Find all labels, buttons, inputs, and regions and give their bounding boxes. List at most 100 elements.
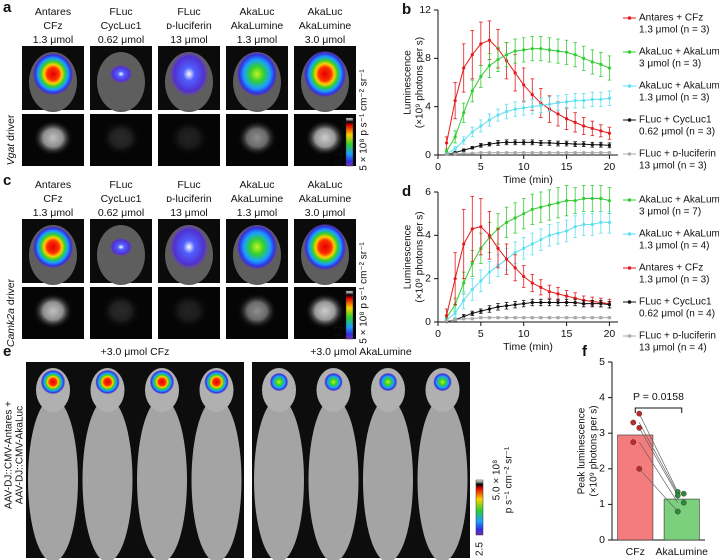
- data-point: [479, 74, 483, 79]
- data-point: [462, 66, 466, 70]
- data-point: [539, 285, 543, 289]
- data-point: [564, 100, 569, 104]
- signal-overlay: [237, 52, 277, 96]
- data-point: [513, 49, 517, 53]
- data-point: [582, 124, 586, 128]
- data-point: [590, 301, 594, 306]
- legend-label: FLuc + CycLuc1: [639, 297, 712, 308]
- data-point: [607, 316, 612, 320]
- panel-label: f: [582, 343, 588, 360]
- data-point: [496, 316, 500, 320]
- data-point: [462, 242, 466, 246]
- data-point: [513, 316, 517, 320]
- data-point: [479, 124, 483, 128]
- signal-overlay: [110, 238, 132, 256]
- data-point: [479, 225, 483, 229]
- data-point: [487, 63, 492, 68]
- data-point: [607, 150, 612, 155]
- signal-overlay: [150, 370, 174, 394]
- y-tick-label: 5: [599, 356, 605, 368]
- colorbar-max-label: 5 × 10⁸ p s⁻¹ cm⁻² sr⁻¹: [359, 242, 370, 344]
- data-point: [564, 199, 569, 203]
- x-axis-label: Time (min): [503, 341, 553, 353]
- x-tick-label: 5: [478, 328, 484, 340]
- data-point: [564, 294, 569, 298]
- data-point: [453, 152, 457, 156]
- data-point: [530, 316, 534, 320]
- colorbar-max-label: 5.0 × 10⁸: [492, 460, 503, 501]
- column-header: AkaLuc: [239, 6, 274, 18]
- signal-gray: [101, 293, 141, 329]
- legend-label: FLuc + ᴅ-luciferin: [639, 331, 716, 342]
- data-point: [453, 135, 457, 139]
- data-point: [462, 111, 466, 115]
- signal-overlay: [379, 373, 397, 391]
- data-point: [530, 47, 534, 51]
- data-point: [607, 66, 612, 70]
- column-header: 3.0 μmol: [305, 34, 345, 46]
- data-point: [573, 120, 577, 124]
- data-point: [496, 246, 500, 250]
- column-header: CFz: [43, 20, 62, 32]
- data-point: [607, 131, 612, 135]
- data-point: [496, 305, 500, 309]
- data-point: [547, 203, 552, 207]
- data-point: [582, 222, 586, 227]
- data-point: [522, 48, 526, 52]
- legend-label: Antares + CFz: [639, 263, 703, 274]
- legend-label: Antares + CFz: [639, 13, 703, 24]
- mouse-body: [363, 398, 413, 560]
- legend-marker: [627, 232, 632, 236]
- data-point: [599, 220, 603, 224]
- y-axis-label: (×10⁹ photons per s): [415, 37, 426, 128]
- x-tick-label: 10: [518, 328, 530, 340]
- data-point: [539, 300, 543, 305]
- column-header: CycLuc1: [101, 20, 142, 32]
- data-point: [590, 316, 594, 320]
- legend-label: AkaLuc + AkaLumine: [639, 229, 719, 240]
- data-point: [513, 251, 517, 255]
- data-point: [590, 97, 594, 102]
- colorbar-max-label: 5 × 10⁸ p s⁻¹ cm⁻² sr⁻¹: [359, 69, 370, 171]
- driver-text: driver: [5, 114, 17, 144]
- driver-label: Camk2a driver: [5, 278, 17, 347]
- panel-label: c: [3, 172, 11, 189]
- y-axis-label: Luminescence: [403, 224, 414, 289]
- column-header: 1.3 μmol: [237, 207, 277, 219]
- legend-label: AkaLuc + AkaLumine: [639, 195, 719, 206]
- legend-label: AkaLuc + AkaLumine: [639, 81, 719, 92]
- data-point: [590, 222, 594, 227]
- mouse-body: [137, 398, 187, 560]
- data-point: [547, 141, 552, 145]
- column-header: AkaLumine: [299, 193, 352, 205]
- column-header: 1.3 μmol: [33, 207, 73, 219]
- data-point: [530, 105, 534, 109]
- data-point: [582, 316, 586, 320]
- data-point: [573, 99, 577, 103]
- data-point: [573, 300, 577, 305]
- data-point: [582, 99, 586, 103]
- data-point: [539, 316, 543, 320]
- signal-gray: [237, 293, 277, 329]
- data-point: [453, 318, 457, 322]
- column-header: AkaLumine: [299, 20, 352, 32]
- data-point: [636, 465, 643, 472]
- data-point: [513, 107, 517, 111]
- data-point: [487, 270, 492, 274]
- column-header: Antares: [35, 6, 71, 18]
- signal-overlay: [170, 225, 208, 269]
- data-point: [547, 150, 552, 155]
- data-point: [573, 150, 577, 155]
- data-point: [462, 148, 466, 152]
- pair-line: [638, 441, 679, 503]
- y-axis-label: Peak luminescence: [577, 407, 588, 494]
- signal-overlay: [110, 65, 132, 83]
- data-point: [462, 298, 466, 302]
- data-point: [487, 38, 492, 42]
- data-point: [496, 57, 500, 62]
- signal-overlay: [304, 51, 346, 97]
- signal-overlay: [33, 226, 73, 268]
- column-header: 1.3 μmol: [237, 34, 277, 46]
- data-point: [564, 117, 569, 121]
